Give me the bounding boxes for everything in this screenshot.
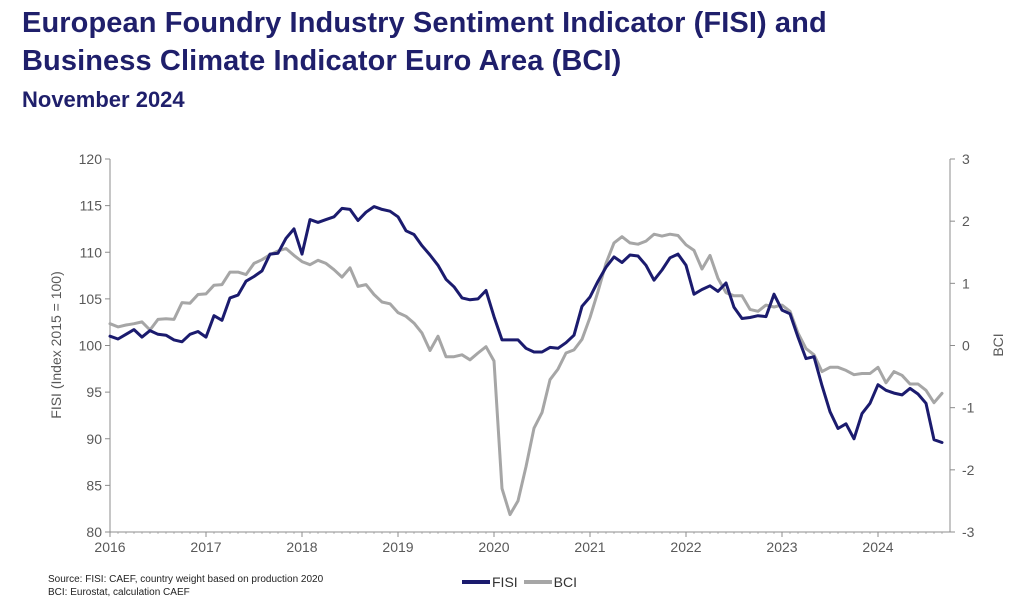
y2-tick-label: 1 — [962, 275, 970, 291]
y-tick-label: 115 — [80, 198, 103, 214]
y-tick-label: 120 — [79, 151, 103, 167]
source-line-1: Source: FISI: CAEF, country weight based… — [48, 574, 324, 585]
x-tick-label: 2016 — [94, 539, 125, 555]
legend-swatch-bci — [523, 580, 552, 584]
y2-tick-label: 3 — [962, 151, 970, 167]
legend-label-bci: BCI — [553, 574, 578, 590]
y-tick-label: 100 — [79, 338, 103, 354]
source-note: Source: FISI: CAEF, country weight based… — [48, 573, 323, 599]
y-tick-label: 80 — [86, 524, 102, 540]
chart-subtitle: November 2024 — [22, 87, 185, 112]
series-line-fisi — [108, 205, 944, 444]
x-tick-label: 2018 — [286, 539, 317, 555]
y-tick-label: 95 — [86, 384, 102, 400]
y-tick-label: 110 — [80, 244, 103, 260]
chart-axes — [105, 158, 955, 537]
legend-item-bci: BCI — [523, 574, 578, 590]
x-tick-label: 2023 — [766, 539, 797, 555]
chart-title: European Foundry Industry Sentiment Indi… — [22, 4, 827, 80]
x-tick-label: 2019 — [382, 539, 413, 555]
x-tick-label: 2022 — [670, 539, 701, 555]
y-tick-label: 105 — [79, 291, 103, 307]
x-tick-label: 2024 — [862, 539, 893, 555]
chart-tick-labels: 80 85 90 95 100 105 110 115 120 -3 -2 -1 0 1 2 3 2016 201… — [79, 151, 975, 555]
series-line-bci — [108, 232, 944, 517]
chart-title-line2: Business Climate Indicator Euro Area (BC… — [22, 45, 622, 77]
y2-tick-label: -3 — [962, 524, 975, 540]
legend-item-fisi: FISI — [462, 574, 518, 590]
y2-axis-label: BCI — [990, 333, 1006, 356]
x-tick-label: 2020 — [478, 539, 509, 555]
legend-label-fisi: FISI — [492, 574, 518, 590]
legend-swatch-fisi — [462, 580, 490, 584]
y-tick-label: 85 — [86, 477, 102, 493]
x-tick-label: 2021 — [574, 539, 605, 555]
chart-series — [108, 205, 944, 517]
x-tick-label: 2017 — [190, 539, 221, 555]
y-tick-label: 90 — [86, 431, 102, 447]
y2-tick-label: -2 — [962, 462, 975, 478]
source-line-2: BCI: Eurostat, calculation CAEF — [48, 587, 190, 598]
y-axis-label: FISI (Index 2015 = 100) — [48, 271, 64, 418]
chart-legend: FISI BCI — [462, 574, 583, 590]
y2-tick-label: -1 — [962, 400, 975, 416]
chart-title-line1: European Foundry Industry Sentiment Indi… — [22, 7, 827, 39]
y2-tick-label: 0 — [962, 338, 970, 354]
y2-tick-label: 2 — [962, 213, 970, 229]
